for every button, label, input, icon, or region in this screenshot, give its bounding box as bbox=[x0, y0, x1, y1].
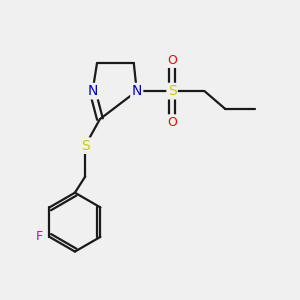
Text: F: F bbox=[35, 230, 43, 243]
Text: O: O bbox=[167, 116, 177, 128]
Text: N: N bbox=[132, 84, 142, 98]
Text: O: O bbox=[167, 54, 177, 67]
Text: S: S bbox=[81, 139, 90, 153]
Text: N: N bbox=[87, 84, 98, 98]
Text: S: S bbox=[168, 84, 176, 98]
